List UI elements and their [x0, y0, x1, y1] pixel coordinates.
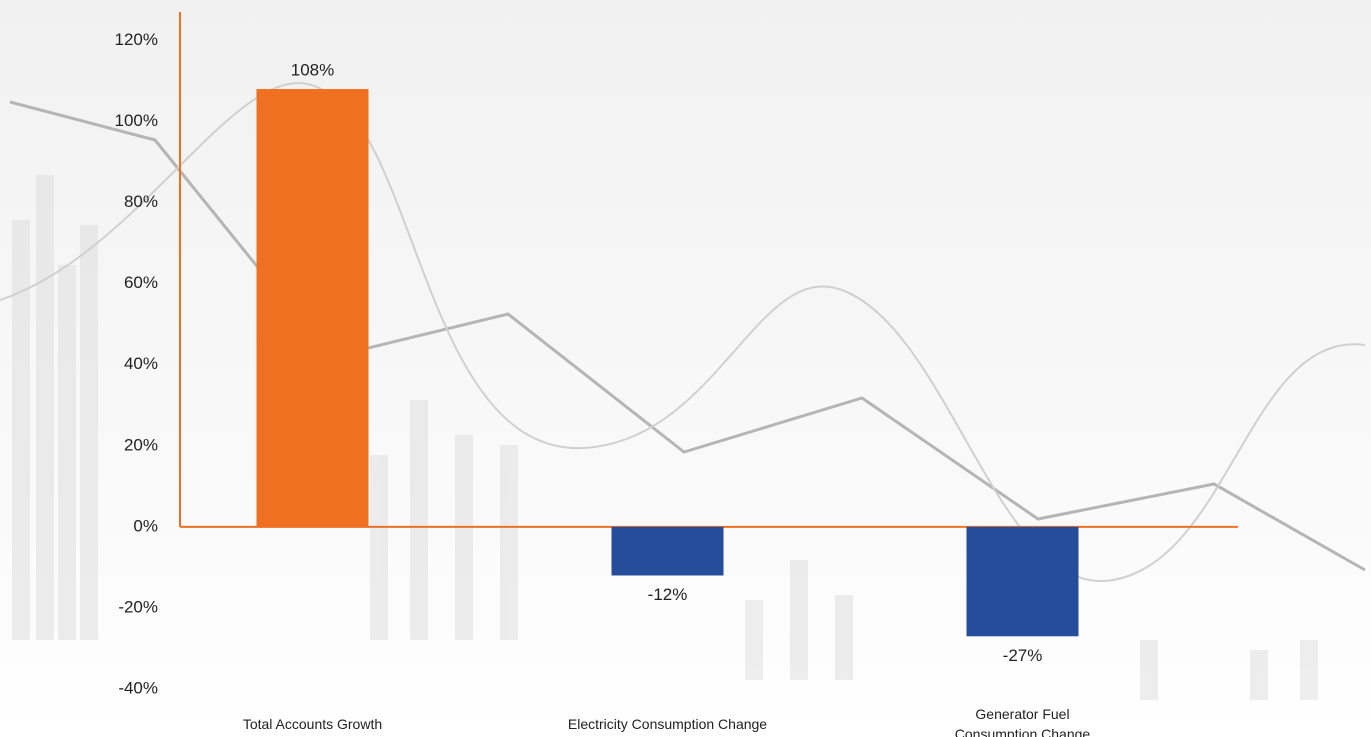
bar [966, 526, 1079, 637]
background-line [9, 100, 1366, 572]
y-tick-label: 120% [115, 30, 158, 49]
bar [611, 526, 724, 576]
value-label: 108% [291, 61, 334, 80]
y-tick-label: -20% [118, 597, 158, 616]
y-tick-label: 0% [133, 516, 158, 535]
y-tick-label: 20% [124, 435, 158, 454]
x-tick-label: Electricity Consumption Change [567, 716, 768, 732]
y-tick-label: 60% [124, 273, 158, 292]
x-tick-label: Generator Fuel Consumption Change [954, 706, 1091, 737]
y-tick-label: 100% [115, 111, 158, 130]
background-curve [0, 82, 1366, 583]
y-tick-label: 40% [124, 354, 158, 373]
y-tick-label: -40% [118, 678, 158, 697]
x-tick-label: Total Accounts Growth [242, 716, 383, 732]
value-label: -12% [648, 585, 688, 604]
y-tick-label: 80% [124, 192, 158, 211]
value-label: -27% [1003, 646, 1043, 665]
background-decoration [12, 175, 1318, 700]
bar [256, 89, 369, 527]
